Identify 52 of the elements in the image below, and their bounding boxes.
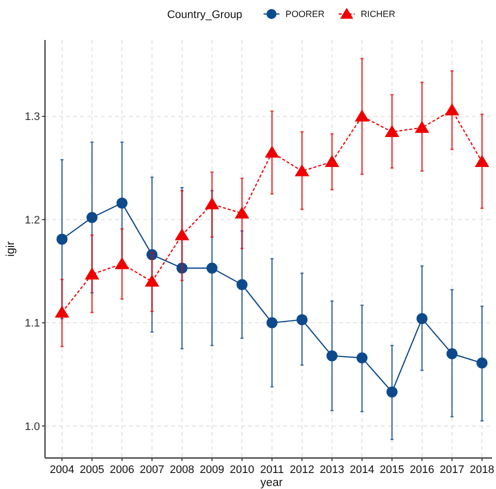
- x-axis-title: year: [260, 477, 283, 489]
- x-tick-label: 2007: [140, 464, 164, 476]
- y-tick-label: 1.1: [24, 318, 40, 330]
- point: [356, 352, 368, 364]
- x-tick-label: 2004: [50, 464, 74, 476]
- legend-title: Country_Group: [167, 8, 242, 21]
- point: [114, 257, 130, 270]
- point: [204, 197, 220, 210]
- x-tick-label: 2008: [170, 464, 194, 476]
- point: [54, 306, 70, 318]
- point: [234, 206, 250, 219]
- point: [266, 317, 278, 328]
- point: [324, 154, 340, 167]
- x-tick-label: 2005: [80, 464, 104, 476]
- point: [144, 274, 160, 287]
- point: [86, 212, 98, 224]
- point: [264, 146, 280, 158]
- x-tick-label: 2009: [200, 464, 224, 476]
- x-tick-label: 2017: [440, 464, 464, 476]
- x-tick-label: 2013: [320, 464, 344, 476]
- point: [354, 110, 370, 122]
- y-tick-label: 1.0: [24, 420, 40, 433]
- y-tick-label: 1.2: [24, 214, 40, 226]
- legend-label: POORER: [286, 9, 326, 20]
- x-tick-label: 2016: [410, 464, 434, 476]
- point: [444, 103, 460, 116]
- x-tick-label: 2014: [350, 464, 374, 476]
- x-tick-label: 2006: [110, 464, 134, 476]
- x-tick-label: 2010: [230, 464, 254, 476]
- point: [236, 279, 248, 290]
- point: [384, 124, 400, 138]
- y-axis-title: igir: [5, 241, 17, 257]
- point: [116, 198, 128, 209]
- point: [446, 348, 458, 360]
- x-tick-label: 2011: [260, 464, 284, 476]
- x-tick-label: 2018: [470, 464, 494, 476]
- point: [476, 358, 488, 369]
- point: [56, 234, 68, 245]
- x-tick-label: 2015: [380, 464, 404, 476]
- point: [174, 228, 190, 240]
- point: [386, 386, 398, 398]
- point: [414, 120, 430, 133]
- x-tick-label: 2012: [290, 464, 314, 476]
- y-tick-label: 1.3: [24, 111, 40, 124]
- point: [84, 267, 100, 280]
- legend-label: RICHER: [360, 9, 396, 20]
- point: [294, 164, 310, 176]
- point: [474, 154, 490, 167]
- point: [296, 314, 308, 326]
- point: [206, 262, 218, 274]
- point: [326, 350, 338, 362]
- point: [416, 313, 428, 324]
